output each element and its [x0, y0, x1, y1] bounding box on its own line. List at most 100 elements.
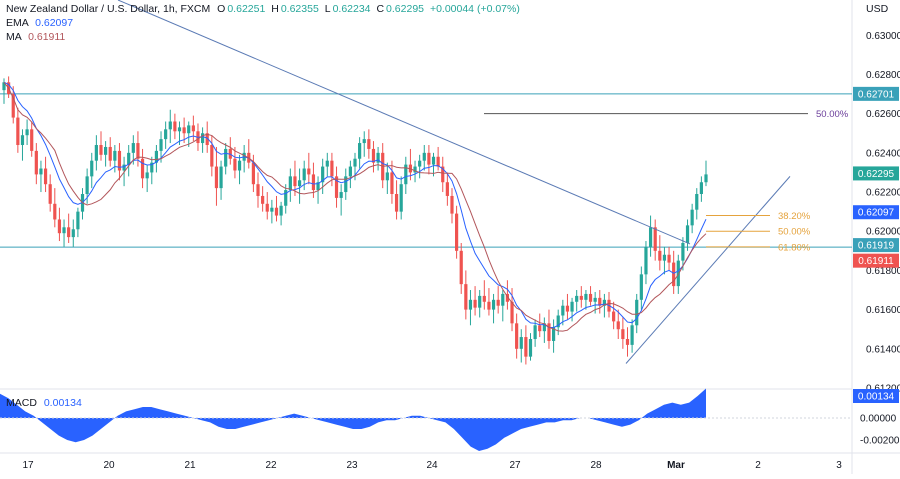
- macd-value-tag: 0.00134: [858, 392, 895, 403]
- x-tick-label: 27: [509, 460, 521, 471]
- candle-body: [219, 166, 223, 189]
- candle-body: [122, 164, 126, 171]
- candle-body: [85, 176, 89, 194]
- candle-body: [261, 195, 265, 204]
- y-tick-label: 0.61800: [866, 266, 900, 277]
- x-tick-label: 20: [103, 460, 115, 471]
- candle-body: [348, 166, 352, 177]
- candle-body: [482, 295, 486, 302]
- symbol-title: New Zealand Dollar / U.S. Dollar, 1h, FX…: [6, 3, 211, 15]
- y-tick-label: 0.62800: [866, 70, 900, 81]
- candle-body: [168, 121, 172, 130]
- ema-line: [3, 81, 707, 328]
- candle-body: [57, 219, 62, 234]
- candle-body: [279, 205, 283, 216]
- x-tick-label: 21: [184, 460, 196, 471]
- ma-legend: MA 0.61911: [6, 31, 65, 43]
- candle-body: [108, 146, 112, 161]
- ema-price-tag: 0.62097: [858, 208, 895, 219]
- candle-body: [127, 152, 131, 165]
- candle-body: [542, 323, 546, 332]
- candle-body: [621, 329, 625, 340]
- y-tick-label: 0.61400: [866, 344, 900, 355]
- candle-body: [20, 135, 25, 146]
- candle-body: [358, 143, 362, 159]
- candle-body: [695, 194, 699, 210]
- candle-body: [422, 152, 426, 161]
- macd-legend: MACD 0.00134: [6, 397, 82, 409]
- candle-body: [367, 139, 371, 149]
- candle-body: [501, 293, 505, 306]
- candle-body: [187, 125, 191, 134]
- candle-body: [593, 297, 597, 302]
- ema-price-tag-bg: [853, 205, 899, 220]
- candle-body: [505, 293, 510, 302]
- candle-body: [538, 325, 542, 332]
- last-price-tag-bg: [853, 166, 899, 181]
- candle-body: [25, 129, 29, 136]
- candle-body: [321, 166, 325, 183]
- resistance-price-tag: 0.62701: [858, 89, 895, 100]
- macd-y-tick-label: 0.00000: [860, 414, 897, 425]
- candle-body: [584, 293, 588, 300]
- candle-body: [491, 299, 496, 310]
- candle-body: [515, 323, 519, 349]
- candle-body: [648, 227, 653, 247]
- candle-body: [53, 203, 57, 220]
- fib-level-label: 50.00%: [778, 227, 811, 238]
- change-value: +0.00044 (+0.07%): [429, 3, 520, 15]
- macd-value-tag-bg: [853, 389, 899, 403]
- ema-label: EMA: [6, 17, 29, 29]
- candle-body: [62, 227, 66, 234]
- candle-body: [630, 325, 634, 345]
- close-label: C: [376, 3, 385, 15]
- candle-body: [681, 242, 685, 261]
- candle-body: [390, 172, 394, 194]
- candle-body: [205, 133, 209, 146]
- candle-body: [644, 246, 648, 275]
- candle-body: [445, 182, 449, 196]
- candle-body: [575, 295, 579, 302]
- y-tick-label: 0.62400: [866, 148, 900, 159]
- candle-body: [519, 337, 523, 349]
- candle-body: [672, 262, 676, 287]
- candle-body: [685, 225, 690, 243]
- ema-value: 0.62097: [35, 17, 74, 29]
- candle-body: [639, 274, 643, 300]
- candle-body: [455, 213, 459, 251]
- candle-body: [76, 211, 80, 230]
- candle-body: [2, 82, 6, 91]
- candle-body: [598, 297, 602, 306]
- low-label: L: [324, 3, 331, 15]
- candle-body: [436, 156, 440, 167]
- candle-body: [667, 254, 671, 263]
- candle-body: [385, 172, 389, 181]
- high-label: H: [271, 3, 279, 15]
- candle-body: [191, 125, 195, 132]
- candle-body: [579, 295, 583, 300]
- candle-body: [43, 168, 48, 185]
- candle-body: [339, 192, 343, 198]
- candle-body: [164, 129, 168, 140]
- candle-body: [173, 121, 177, 132]
- x-tick-label: 3: [836, 460, 842, 471]
- candle-body: [468, 299, 473, 310]
- candle-body: [270, 207, 274, 212]
- candle-body: [441, 166, 445, 183]
- candle-body: [676, 260, 680, 287]
- candle-body: [233, 158, 237, 171]
- candle-body: [210, 145, 214, 167]
- y-tick-label: 0.61600: [866, 305, 900, 316]
- candle-body: [237, 160, 242, 171]
- candle-body: [612, 311, 616, 322]
- candle-body: [140, 158, 145, 179]
- candle-body: [39, 168, 43, 175]
- support-price-tag: 0.61919: [858, 241, 895, 252]
- candle-body: [177, 127, 182, 132]
- candle-body: [48, 184, 52, 204]
- symbol-header: New Zealand Dollar / U.S. Dollar, 1h, FX…: [6, 3, 520, 15]
- low-value: 0.62234: [332, 3, 371, 15]
- candle-body: [427, 152, 431, 165]
- candle-body: [307, 168, 311, 175]
- candle-body: [353, 158, 357, 167]
